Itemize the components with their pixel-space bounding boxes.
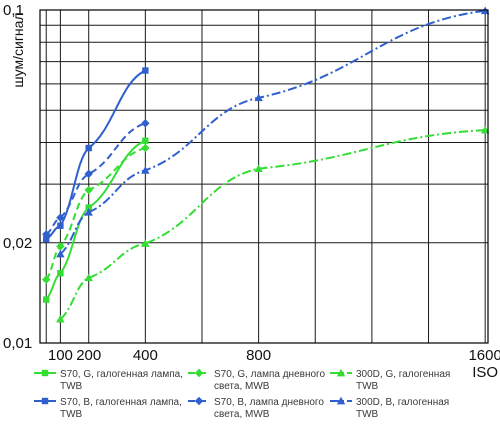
data-point xyxy=(43,235,50,243)
data-point xyxy=(56,213,65,222)
x-tick-label: 100 xyxy=(48,347,73,364)
series-line-3 xyxy=(59,129,486,320)
data-point xyxy=(141,143,150,153)
legend-entry-label: 300D, G, галогенная xyxy=(356,369,450,380)
data-point xyxy=(254,164,263,172)
legend-entry-label: S70, B, лампа дневного xyxy=(214,397,324,408)
series-line-2 xyxy=(45,147,146,281)
y-tick-label: 0,01 xyxy=(3,335,32,352)
plot-frame xyxy=(39,9,489,344)
data-point xyxy=(56,314,65,323)
data-point xyxy=(84,273,93,282)
x-tick-label: 800 xyxy=(246,347,271,364)
data-point xyxy=(480,125,490,134)
data-point xyxy=(42,275,51,284)
data-point xyxy=(84,169,93,179)
legend-swatch-marker xyxy=(41,369,49,377)
data-point xyxy=(141,166,150,174)
series-line-6 xyxy=(59,9,486,255)
legend-swatch-marker xyxy=(194,396,204,406)
legend-entry-label: света, MWB xyxy=(214,409,270,420)
data-point xyxy=(141,119,150,128)
legend-swatch-marker xyxy=(336,396,346,405)
data-point xyxy=(84,185,93,195)
legend-entry-label: TWB xyxy=(356,381,379,392)
data-point xyxy=(142,67,149,74)
data-point xyxy=(142,137,149,144)
data-point xyxy=(42,230,51,239)
series-line-1 xyxy=(45,139,146,301)
data-point xyxy=(84,208,93,216)
series-layer xyxy=(42,6,490,323)
data-point xyxy=(85,144,92,152)
legend-entry-label: S70, G, галогенная лампа, xyxy=(60,369,183,380)
legend-entry-label: S70, G, лампа дневного xyxy=(214,369,325,380)
legend-swatch-marker xyxy=(41,397,49,405)
data-point xyxy=(254,93,263,102)
data-point xyxy=(57,222,64,229)
data-point xyxy=(43,296,50,303)
x-tick-label: 1600 xyxy=(468,347,500,364)
legend-swatch-marker xyxy=(194,368,204,378)
x-tick-label: 200 xyxy=(76,347,101,364)
data-point xyxy=(56,249,65,258)
data-point xyxy=(85,204,92,211)
y-tick-label: 0,1 xyxy=(3,2,24,19)
data-point xyxy=(56,242,65,251)
x-tick-label: 400 xyxy=(133,347,158,364)
data-point xyxy=(57,270,64,277)
legend-entry-label: TWB xyxy=(60,381,83,392)
x-axis-label: ISO xyxy=(472,364,498,381)
legend-entry-label: света, MWB xyxy=(214,381,270,392)
axes: 100 200 400 800 1600 0,01 0,02 0,1 ISO шум/сигнал xyxy=(3,2,500,381)
legend-entry-label: TWB xyxy=(60,409,83,420)
series-line-5 xyxy=(45,122,146,236)
legend-entry-label: 300D, B, галогенная xyxy=(356,397,449,408)
series-line-4 xyxy=(45,69,146,241)
legend-swatch-marker xyxy=(336,368,346,377)
y-tick-label: 0,02 xyxy=(3,235,32,252)
legend-entry-label: TWB xyxy=(356,409,379,420)
y-axis-label: шум/сигнал xyxy=(10,12,26,87)
legend-entry-label: S70, B, галогенная лампа, xyxy=(60,397,182,408)
data-point xyxy=(141,239,150,247)
